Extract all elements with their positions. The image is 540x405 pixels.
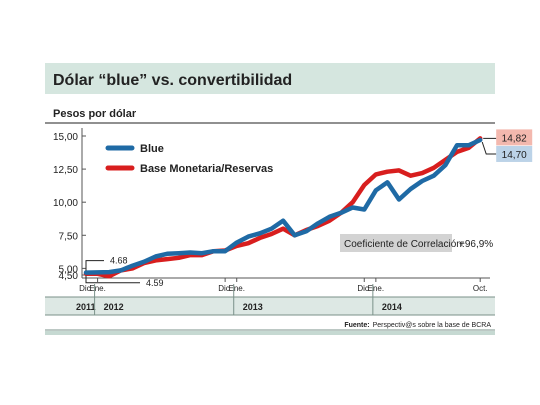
annotation-blue-start: 4.68	[110, 256, 128, 266]
title-band	[45, 63, 495, 94]
y-tick-label: 4,50	[59, 271, 79, 282]
y-tick-label: 15,00	[53, 132, 78, 143]
series-line-base-monetaria	[83, 136, 483, 279]
x-tick-label: Ene.	[89, 284, 105, 293]
series-layer	[83, 136, 483, 279]
x-tick-label: Dic.	[218, 284, 232, 293]
legend-label-blue: Blue	[140, 143, 164, 155]
annotation-leader	[85, 275, 140, 284]
chart-title: Dólar “blue” vs. convertibilidad	[53, 72, 292, 89]
series-line-blue	[83, 137, 483, 275]
correlation-value: +96,9%	[459, 239, 493, 250]
source-label: Fuente:	[344, 322, 369, 329]
correlation-label-bg	[340, 234, 452, 252]
y-tick-label: 5,00	[59, 264, 79, 275]
y-tick-label: 10,00	[53, 198, 78, 209]
year-band	[45, 297, 495, 315]
x-tick-label: Dic.	[79, 284, 93, 293]
annotation-red-end: 14,82	[502, 133, 527, 144]
annotation-leader	[481, 141, 497, 155]
x-tick-label: Oct.	[473, 284, 488, 293]
y-axis-label: Pesos por dólar	[53, 108, 137, 120]
y-tick-label: 7,50	[59, 231, 79, 242]
annotation-leader	[85, 260, 104, 271]
year-label: 2014	[382, 302, 402, 312]
source-note: Fuente: Perspectiv@s sobre la base de BCR…	[344, 322, 491, 329]
source-text: Perspectiv@s sobre la base de BCRA	[373, 322, 492, 329]
x-tick-label: Ene.	[368, 284, 384, 293]
footer-band	[45, 331, 495, 335]
x-tick-label: Ene.	[228, 284, 244, 293]
year-label: 2013	[243, 302, 263, 312]
annotation-blue-end: 14,70	[502, 150, 527, 161]
y-tick-label: 12,50	[53, 165, 78, 176]
year-labels: 2011 2012 2013 2014	[76, 284, 402, 315]
annotations: 4.68 4.59 14,82 14,70	[85, 129, 533, 288]
legend: Blue Base Monetaria/Reservas	[105, 143, 273, 175]
y-ticks: 15,00 12,50 10,00 7,50 5,004,50	[53, 132, 86, 282]
x-tick-label: Dic.	[357, 284, 371, 293]
year-label: 2012	[104, 302, 124, 312]
correlation-box: Coeficiente de Correlación: +96,9%	[340, 234, 493, 252]
legend-label-red: Base Monetaria/Reservas	[140, 163, 273, 175]
x-ticks: Dic.Ene. Dic.Ene. Dic.Ene. Oct.	[79, 278, 488, 293]
annotation-box-blue-end	[496, 145, 533, 162]
correlation-label: Coeficiente de Correlación:	[344, 239, 465, 250]
annotation-red-start: 4.59	[146, 278, 164, 288]
annotation-box-red-end	[496, 129, 533, 146]
year-label: 2011	[76, 302, 96, 312]
